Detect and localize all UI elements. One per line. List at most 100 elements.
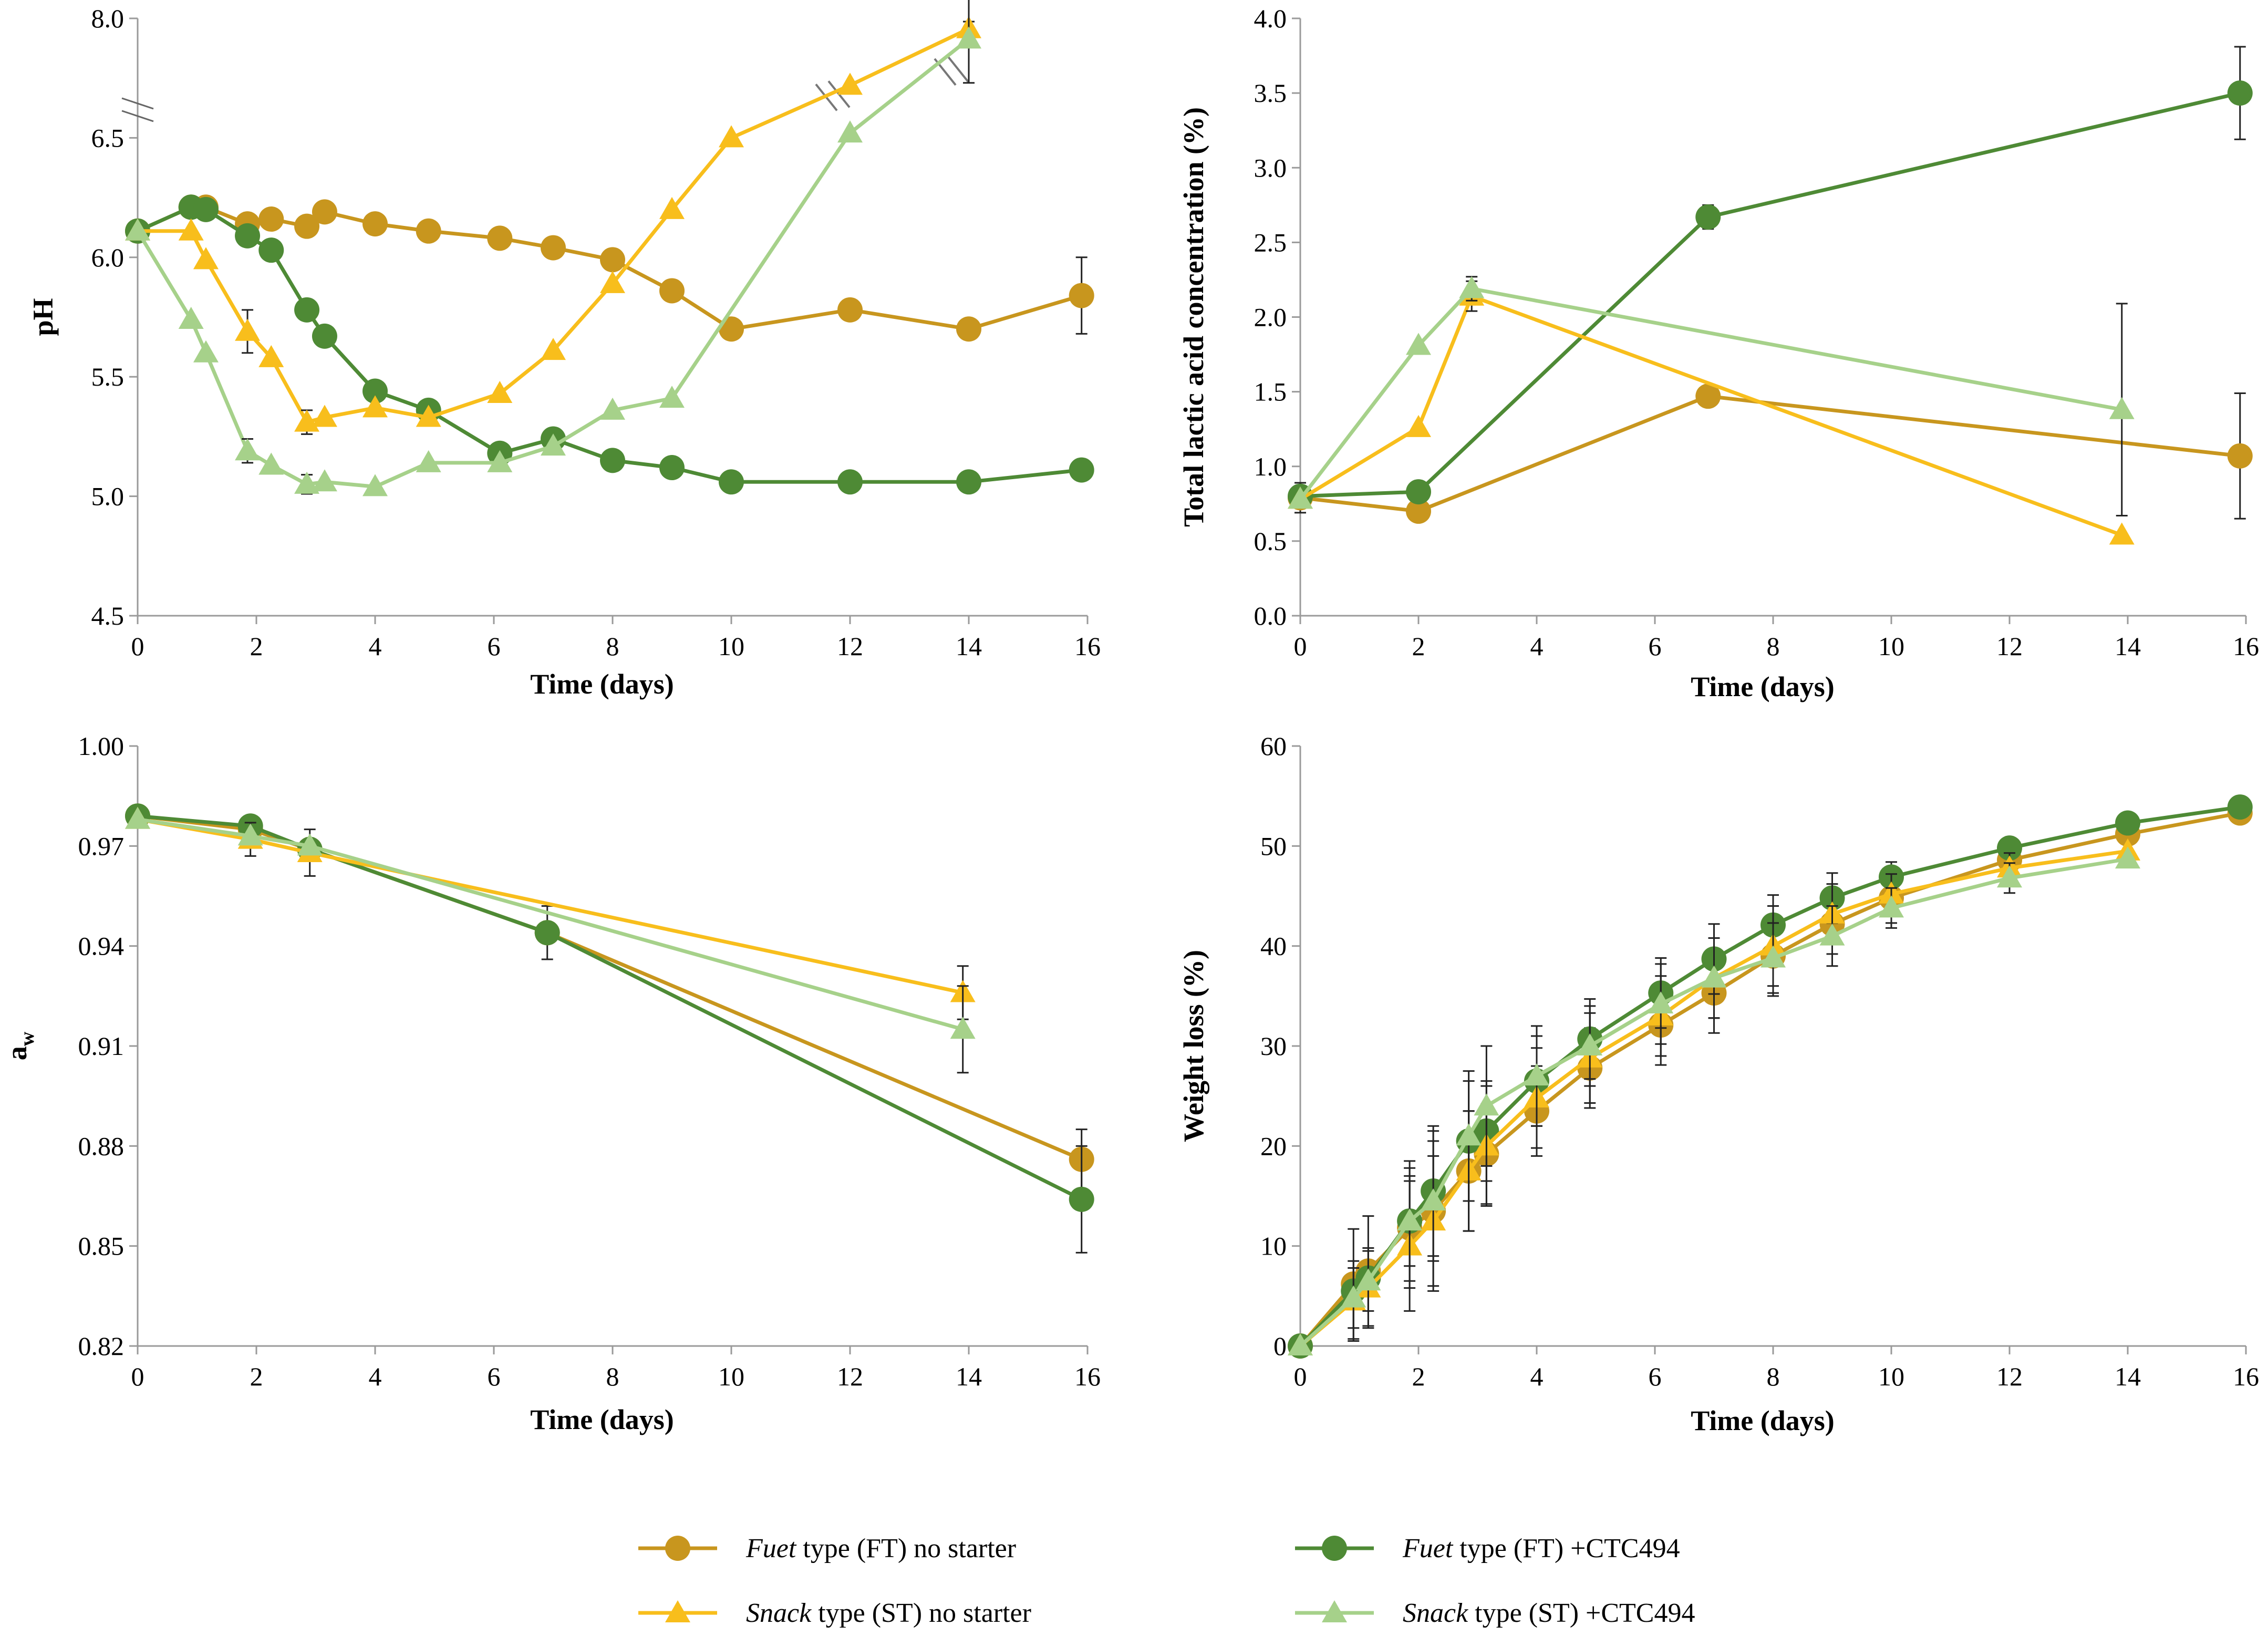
y-tick-label: 1.00 xyxy=(78,731,125,761)
data-point-st_ctc xyxy=(2109,397,2135,419)
data-point-st_no xyxy=(1406,415,1431,437)
x-tick-label: 8 xyxy=(1767,1362,1780,1391)
data-point-st_ctc xyxy=(1406,333,1431,355)
series-ft_ctc xyxy=(125,194,1094,495)
data-point-st_no xyxy=(363,395,388,418)
data-point-ft_ctc xyxy=(294,297,320,323)
data-point-st_ctc xyxy=(1648,991,1674,1014)
x-tick-label: 12 xyxy=(1996,631,2023,661)
data-point-st_ctc xyxy=(363,474,388,496)
y-axis-title: aw xyxy=(1,1031,38,1060)
data-point-ft_no xyxy=(487,225,513,251)
data-point-st_ctc xyxy=(297,833,323,856)
lactic-acid-chart: 0.0 0.5 1.0 1.5 2.0 2.5 3.0 3.5 4.0 0 2 4 6 8 10 12 14 16… xyxy=(1178,4,2259,702)
data-point-ft_ctc xyxy=(600,448,625,473)
data-point-ft_ctc xyxy=(719,469,744,495)
data-point-ft_ctc xyxy=(235,223,261,248)
x-axis-title: Time (days) xyxy=(530,1404,674,1435)
data-point-st_ctc xyxy=(125,806,150,829)
data-point-ft_no xyxy=(1695,384,1721,409)
data-point-ft_ctc xyxy=(2227,80,2253,106)
y-tick-label: 3.5 xyxy=(1254,78,1287,108)
x-axis-title: Time (days) xyxy=(1691,1405,1835,1436)
legend-label: Snack type (ST) no starter xyxy=(746,1598,1031,1628)
data-point-ft_no xyxy=(312,199,337,225)
series-ft_no xyxy=(125,194,1094,342)
legend-label: Snack type (ST) +CTC494 xyxy=(1403,1598,1695,1628)
x-tick-label: 4 xyxy=(369,1362,382,1391)
data-point-ft_no xyxy=(363,211,388,237)
series-line-ft_no xyxy=(1300,394,2241,513)
data-point-st_no xyxy=(416,405,441,427)
x-tick-label: 0 xyxy=(131,1362,144,1391)
y-tick-label: 0.94 xyxy=(78,931,125,961)
y-tick-label: 6.0 xyxy=(91,243,125,272)
y-tick-label: 8.0 xyxy=(91,4,125,33)
series-line-st_no xyxy=(1299,294,2122,537)
data-point-ft_no xyxy=(659,278,685,304)
y-tick-label: 40 xyxy=(1260,931,1287,961)
data-point-st_ctc xyxy=(237,823,263,846)
data-point-st_ctc xyxy=(2115,846,2140,869)
y-tick-label: 1.0 xyxy=(1254,452,1287,481)
data-point-st_ctc xyxy=(1760,945,1786,968)
series-line-ft_ctc xyxy=(1299,805,2241,1348)
y-tick-label: 6.5 xyxy=(91,123,125,152)
x-tick-label: 12 xyxy=(837,1362,863,1391)
data-point-ft_ctc xyxy=(258,237,284,263)
data-point-ft_no xyxy=(258,206,284,232)
legend-item-st_ctc: Snack type (ST) +CTC494 xyxy=(1295,1598,1695,1628)
x-axis-title: Time (days) xyxy=(530,668,674,700)
legend-marker xyxy=(665,1600,690,1622)
legend: Fuet type (FT) no starter Fuet type (FT) … xyxy=(638,1534,1695,1628)
series-st_ctc xyxy=(125,0,981,496)
x-tick-label: 14 xyxy=(2115,1362,2141,1391)
x-tick-label: 16 xyxy=(2233,1362,2259,1391)
legend-item-ft_ctc: Fuet type (FT) +CTC494 xyxy=(1295,1534,1680,1563)
series-line-st_ctc xyxy=(1299,286,2122,501)
data-point-st_ctc xyxy=(1701,965,1727,988)
x-tick-label: 10 xyxy=(718,1362,744,1391)
data-point-st_no xyxy=(719,125,744,148)
x-tick-label: 10 xyxy=(1878,631,1904,661)
data-point-st_ctc xyxy=(950,1017,976,1039)
x-tick-label: 2 xyxy=(250,1362,263,1391)
water-activity-chart: 0.82 0.85 0.88 0.91 0.94 0.97 1.00 0 2 4 6 8 10 12 14 1… xyxy=(1,731,1101,1435)
x-tick-label: 6 xyxy=(1649,631,1662,661)
data-point-st_ctc xyxy=(178,307,204,329)
x-tick-label: 8 xyxy=(606,631,619,661)
data-point-ft_ctc xyxy=(1069,457,1094,483)
y-tick-label: 20 xyxy=(1260,1131,1287,1161)
series-ft_no xyxy=(1288,800,2253,1359)
data-point-st_no xyxy=(312,405,337,427)
data-point-ft_no xyxy=(956,316,981,342)
y-tick-label: 0.0 xyxy=(1254,601,1287,630)
y-tick-label: 2.0 xyxy=(1254,303,1287,332)
y-tick-label: 3.0 xyxy=(1254,153,1287,182)
data-point-st_no xyxy=(2109,522,2135,545)
data-point-st_ctc xyxy=(600,397,625,420)
series-line-ft_no xyxy=(1299,811,2241,1348)
x-tick-label: 4 xyxy=(1530,631,1544,661)
data-point-ft_ctc xyxy=(1695,204,1721,230)
x-axis-title: Time (days) xyxy=(1691,671,1835,702)
x-tick-label: 0 xyxy=(1294,631,1307,661)
data-point-st_ctc xyxy=(1288,486,1313,509)
data-point-st_ctc xyxy=(193,340,219,363)
series-ft_ctc xyxy=(125,803,1094,1254)
data-point-ft_ctc xyxy=(312,323,337,349)
data-point-st_ctc xyxy=(1421,1188,1446,1211)
data-point-st_ctc xyxy=(125,218,150,241)
data-point-st_ctc xyxy=(1355,1268,1381,1291)
data-point-st_ctc xyxy=(1459,276,1485,298)
data-point-st_no xyxy=(659,196,685,219)
data-point-ft_ctc xyxy=(659,455,685,481)
y-tick-label: 0.82 xyxy=(78,1331,125,1361)
y-axis-title: pH xyxy=(27,298,59,336)
series-ft_ctc xyxy=(1288,794,2253,1359)
series-line-st_ctc xyxy=(136,37,970,489)
legend-item-st_no: Snack type (ST) no starter xyxy=(638,1598,1031,1628)
y-tick-label: 10 xyxy=(1260,1231,1287,1261)
data-point-ft_ctc xyxy=(2227,794,2253,820)
series-line-st_no xyxy=(138,27,970,424)
